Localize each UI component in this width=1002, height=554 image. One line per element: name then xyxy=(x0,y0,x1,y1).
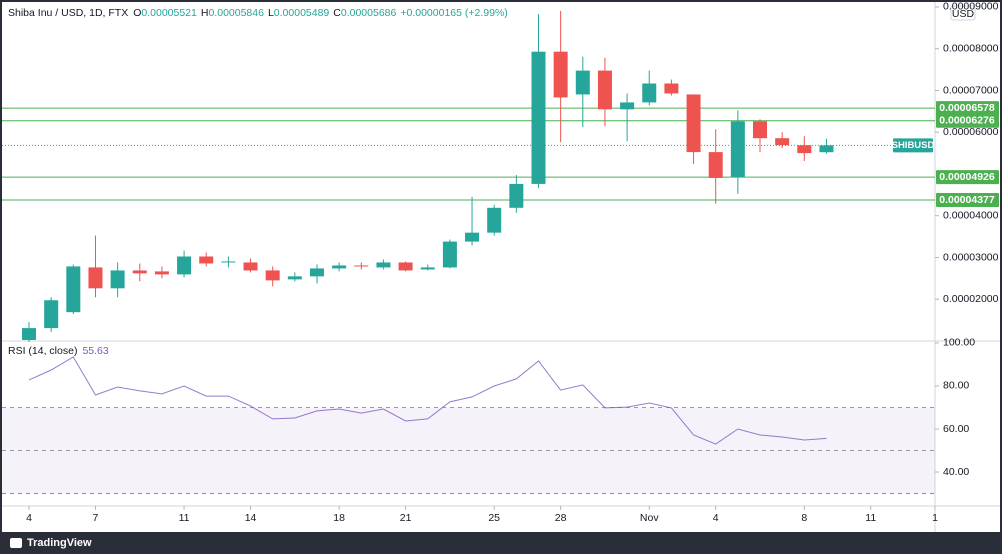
candle-body xyxy=(354,265,369,267)
x-tick-label: 11 xyxy=(865,512,876,524)
c-label: C xyxy=(333,7,341,19)
y-tick-label: 0.00008000 xyxy=(943,43,999,55)
candle-body xyxy=(708,152,723,178)
x-tick-label: 14 xyxy=(245,512,257,524)
level-label-box xyxy=(936,101,999,116)
candle-body xyxy=(309,268,324,277)
candle-body xyxy=(686,94,701,153)
symbol-label: SHIBUSD xyxy=(892,140,935,151)
c-value: 0.00005686 xyxy=(341,7,397,19)
candle-body xyxy=(88,267,103,289)
level-label-box xyxy=(936,192,999,207)
candle-body xyxy=(22,328,37,340)
candle-body xyxy=(376,262,391,268)
candle-body xyxy=(221,261,236,263)
candle-body xyxy=(44,300,59,329)
candle-body xyxy=(265,270,280,281)
candle-body xyxy=(642,83,657,103)
candle-body xyxy=(199,256,214,264)
l-value: 0.00005489 xyxy=(274,7,330,19)
candle-body xyxy=(597,70,612,110)
currency: USD xyxy=(952,8,975,20)
x-tick-label: 1 xyxy=(932,512,938,524)
x-tick-label: 28 xyxy=(555,512,567,524)
candle-body xyxy=(110,270,125,289)
candle-body xyxy=(332,265,347,269)
candle-body xyxy=(287,276,302,280)
candle-body xyxy=(243,262,258,271)
rsi-value: 55.63 xyxy=(82,345,108,357)
rsi-header: RSI (14, close) 55.63 xyxy=(8,345,109,357)
candle-body xyxy=(132,270,147,274)
candle-body xyxy=(465,232,480,242)
y-tick-label: 0.00003000 xyxy=(943,251,999,263)
rsi-y-tick-label: 80.00 xyxy=(943,380,969,392)
rsi-line xyxy=(28,356,827,445)
candle-body xyxy=(730,121,745,177)
change: +0.00000165 (+2.99%) xyxy=(400,7,507,19)
x-tick-label: 18 xyxy=(333,512,345,524)
level-label: 0.00006578 xyxy=(939,102,995,114)
x-tick-label: 21 xyxy=(400,512,412,524)
x-tick-label: 4 xyxy=(26,512,32,524)
h-value: 0.00005846 xyxy=(208,7,264,19)
x-tick-label: 4 xyxy=(713,512,719,524)
title: Shiba Inu / USD, 1D, FTX xyxy=(8,7,128,19)
candle-body xyxy=(177,256,192,275)
y-tick-label: 0.00004000 xyxy=(943,210,999,222)
candle-body xyxy=(509,183,524,208)
candle-body xyxy=(442,241,457,268)
candle-body xyxy=(753,121,768,139)
level-label: 0.00004926 xyxy=(939,171,995,183)
currency-box xyxy=(950,5,976,21)
candle-body xyxy=(154,271,169,275)
candle-body xyxy=(775,138,790,146)
rsi-y-tick-label: 40.00 xyxy=(943,466,969,478)
o-label: O xyxy=(133,7,141,19)
level-label-box xyxy=(936,170,999,185)
h-label: H xyxy=(201,7,209,19)
candle-body xyxy=(66,266,81,313)
x-tick-label: 11 xyxy=(179,512,190,524)
rsi-y-tick-label: 60.00 xyxy=(943,423,969,435)
y-tick-label: 0.00002000 xyxy=(943,293,999,305)
brand-logo xyxy=(10,538,22,548)
y-tick-label: 0.00006000 xyxy=(943,126,999,138)
footer xyxy=(0,532,1002,554)
brand: TradingView xyxy=(27,537,92,549)
o-value: 0.00005521 xyxy=(141,7,197,19)
candle-body xyxy=(819,145,834,153)
level-label-box xyxy=(936,113,999,128)
candle-body xyxy=(420,267,435,270)
background xyxy=(2,2,1000,532)
x-tick-label: 25 xyxy=(488,512,500,524)
candle-body xyxy=(797,145,812,154)
candle-body xyxy=(620,102,635,110)
candle-body xyxy=(575,70,590,95)
level-label: 0.00004377 xyxy=(939,194,995,206)
y-tick-label: 0.00007000 xyxy=(943,84,999,96)
x-tick-label: 8 xyxy=(801,512,807,524)
rsi-y-tick-label: 100.00 xyxy=(943,337,975,349)
x-tick-label: 7 xyxy=(93,512,99,524)
candle-body xyxy=(553,51,568,98)
level-label: 0.00006276 xyxy=(939,114,995,126)
rsi-title: RSI (14, close) xyxy=(8,345,77,357)
candle-body xyxy=(664,83,679,94)
header: Shiba Inu / USD, 1D, FTX O0.00005521 H0.00… xyxy=(8,7,508,19)
x-tick-label: Nov xyxy=(640,512,659,524)
candle-body xyxy=(531,51,546,184)
symbol-box xyxy=(893,138,933,153)
l-label: L xyxy=(268,7,274,19)
y-tick-label: 0.00009000 xyxy=(943,1,999,13)
candle-body xyxy=(487,207,502,233)
candle-body xyxy=(398,262,413,271)
